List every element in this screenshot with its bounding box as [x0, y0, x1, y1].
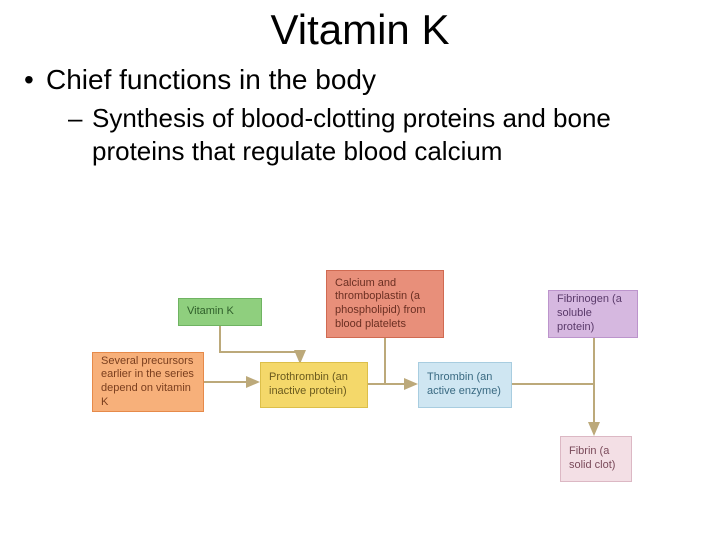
node-vitamin-k: Vitamin K: [178, 298, 262, 326]
node-precursors: Several precursors earlier in the series…: [92, 352, 204, 412]
node-fibrin: Fibrin (a solid clot): [560, 436, 632, 482]
node-calcium: Calcium and thromboplastin (a phospholip…: [326, 270, 444, 338]
node-thrombin: Thrombin (an active enzyme): [418, 362, 512, 408]
node-fibrinogen: Fibrinogen (a soluble protein): [548, 290, 638, 338]
node-prothrombin: Prothrombin (an inactive protein): [260, 362, 368, 408]
flowchart-diagram: Several precursors earlier in the series…: [0, 6, 720, 546]
